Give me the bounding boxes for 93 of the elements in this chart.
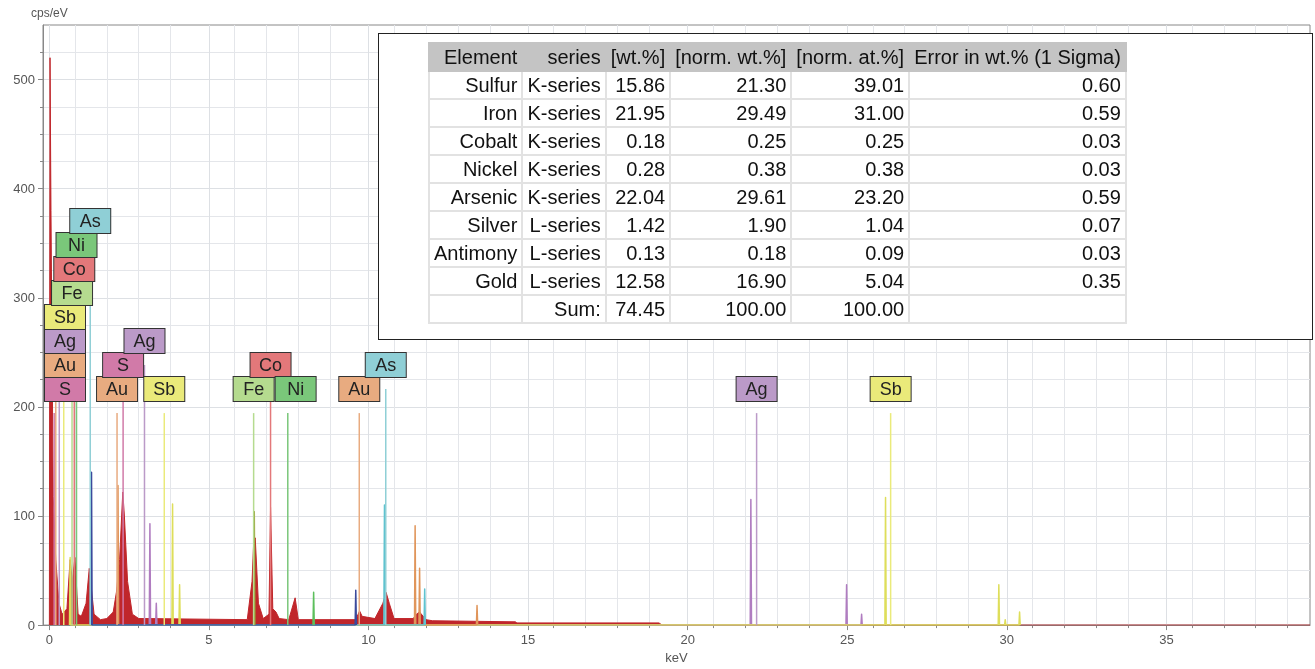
- x-tick-label: 10: [361, 632, 376, 648]
- ref-line-label: Au: [53, 355, 77, 376]
- annotation: 0.03: [909, 239, 1126, 267]
- ref-line-label: Sb: [53, 307, 77, 328]
- ref-line-label: Au: [106, 379, 129, 400]
- annotation: Nickel: [429, 155, 523, 183]
- annotation: 0.60: [909, 71, 1126, 99]
- annotation: 100.00: [670, 295, 792, 323]
- y-tick-label: 100: [13, 508, 35, 524]
- annotation: 0.28: [605, 155, 671, 183]
- annotation: Gold: [429, 267, 523, 295]
- x-tick-label: 30: [999, 632, 1015, 648]
- annotation: 15.86: [605, 71, 671, 99]
- annotation: L-series: [522, 211, 606, 239]
- annotation: 0.25: [791, 127, 910, 155]
- annotation: Iron: [429, 99, 523, 127]
- ref-line-label: Co: [259, 355, 283, 376]
- ref-line-label: As: [79, 211, 101, 232]
- ref-line-label: Co: [62, 259, 86, 280]
- annotation: 0.35: [909, 267, 1126, 295]
- ref-line-label: S: [58, 379, 72, 400]
- y-tick-label: 400: [13, 181, 35, 197]
- y-tick-label: 500: [13, 72, 35, 88]
- annotation: 0.09: [791, 239, 910, 267]
- annotation: Arsenic: [429, 183, 523, 211]
- annotation: 1.04: [791, 211, 910, 239]
- annotation: 1.42: [605, 211, 671, 239]
- ref-line-label: Ag: [745, 379, 768, 400]
- annotation: 0.59: [909, 183, 1126, 211]
- annotation: 16.90: [670, 267, 792, 295]
- y-tick-label: 0: [27, 617, 35, 633]
- y-tick-label: 300: [13, 290, 35, 306]
- annotation: Cobalt: [429, 127, 523, 155]
- annotation: 5.04: [791, 267, 910, 295]
- annotation: 0.03: [909, 155, 1126, 183]
- annotation: [norm. wt.%]: [670, 43, 792, 71]
- annotation: Sum:: [522, 295, 606, 323]
- annotation: 0.18: [670, 239, 792, 267]
- x-tick-label: 0: [45, 632, 53, 648]
- ref-line-label: Sb: [879, 379, 902, 400]
- ref-line-label: Fe: [61, 283, 83, 304]
- annotation: L-series: [522, 267, 606, 295]
- annotation: 22.04: [605, 183, 671, 211]
- annotation: 39.01: [791, 71, 910, 99]
- annotation: L-series: [522, 239, 606, 267]
- annotation: Error in wt.% (1 Sigma): [909, 43, 1126, 71]
- annotation: 0.13: [605, 239, 671, 267]
- annotation: K-series: [522, 155, 606, 183]
- ref-line-label: As: [375, 355, 397, 376]
- annotation: [wt.%]: [605, 43, 671, 71]
- ref-line-label: S: [117, 355, 130, 376]
- annotation: Silver: [429, 211, 523, 239]
- x-tick-label: 5: [205, 632, 213, 648]
- annotation: 12.58: [605, 267, 671, 295]
- annotation: K-series: [522, 127, 606, 155]
- ref-line-label: Sb: [153, 379, 176, 400]
- y-axis-title: cps/eV: [31, 6, 68, 20]
- x-tick-label: 15: [520, 632, 536, 648]
- annotation: series: [522, 43, 606, 71]
- annotation: Antimony: [429, 239, 523, 267]
- annotation: [norm. at.%]: [791, 43, 910, 71]
- ref-line-label: Ni: [68, 235, 86, 256]
- annotation: 23.20: [791, 183, 910, 211]
- annotation: Element: [429, 43, 523, 71]
- x-tick-label: 35: [1159, 632, 1174, 648]
- annotation: 29.49: [670, 99, 792, 127]
- ref-line-label: Ag: [133, 331, 156, 352]
- annotation: 0.18: [605, 127, 671, 155]
- annotation: 0.25: [670, 127, 792, 155]
- annotation: 31.00: [791, 99, 910, 127]
- annotation: 0.38: [791, 155, 910, 183]
- annotation: 21.30: [670, 71, 792, 99]
- annotation: 21.95: [605, 99, 671, 127]
- ref-line-label: Fe: [243, 379, 265, 400]
- ref-line-label: Ni: [287, 379, 305, 400]
- annotation: 74.45: [605, 295, 671, 323]
- annotation: 29.61: [670, 183, 792, 211]
- ref-line-label: Au: [348, 379, 371, 400]
- annotation: K-series: [522, 99, 606, 127]
- y-tick-label: 200: [13, 399, 35, 415]
- annotation: 0.38: [670, 155, 792, 183]
- annotation: 0.59: [909, 99, 1126, 127]
- annotation: 1.90: [670, 211, 792, 239]
- annotation: Sulfur: [429, 71, 523, 99]
- ref-line-label: Ag: [53, 331, 77, 352]
- x-tick-label: 25: [840, 632, 855, 648]
- x-axis-title: keV: [665, 650, 689, 665]
- x-tick-label: 20: [680, 632, 695, 648]
- annotation: 0.07: [909, 211, 1126, 239]
- annotation: K-series: [522, 71, 606, 99]
- annotation: K-series: [522, 183, 606, 211]
- annotation: 0.03: [909, 127, 1126, 155]
- annotation: 100.00: [791, 295, 910, 323]
